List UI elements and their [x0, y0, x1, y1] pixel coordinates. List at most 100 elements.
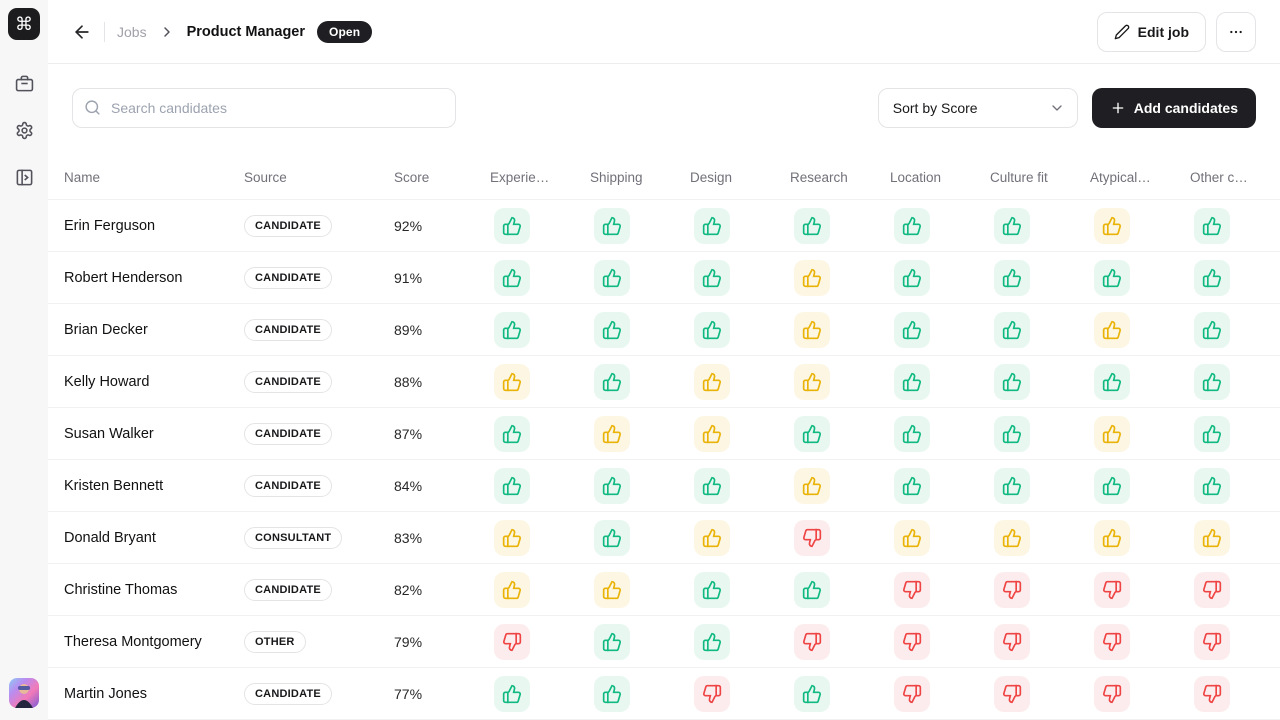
app-logo[interactable]: ⌘	[8, 8, 40, 40]
rating-thumb-up-yellow[interactable]	[594, 415, 630, 452]
rating-thumb-up-yellow[interactable]	[894, 519, 930, 556]
rating-thumb-up-green[interactable]	[594, 467, 630, 504]
rating-thumb-down-red[interactable]	[794, 623, 830, 660]
rating-thumb-up-yellow[interactable]	[1094, 311, 1130, 348]
rating-thumb-up-green[interactable]	[694, 311, 730, 348]
rating-thumb-up-green[interactable]	[694, 623, 730, 660]
rating-thumb-up-yellow[interactable]	[694, 519, 730, 556]
column-header-design[interactable]: Design	[690, 170, 733, 185]
rating-thumb-up-green[interactable]	[994, 207, 1030, 244]
rating-thumb-up-green[interactable]	[494, 311, 530, 348]
rating-thumb-up-yellow[interactable]	[994, 519, 1030, 556]
rating-thumb-up-yellow[interactable]	[1094, 207, 1130, 244]
rating-thumb-up-yellow[interactable]	[794, 311, 830, 348]
sort-select[interactable]: Sort by Score	[877, 88, 1078, 128]
table-row[interactable]: Kristen Bennett CANDIDATE 84%	[48, 460, 1280, 512]
table-row[interactable]: Kelly Howard CANDIDATE 88%	[48, 356, 1280, 408]
rating-thumb-down-red[interactable]	[894, 571, 930, 608]
rating-thumb-down-red[interactable]	[994, 571, 1030, 608]
rating-thumb-up-green[interactable]	[894, 363, 930, 400]
rating-thumb-down-red[interactable]	[894, 675, 930, 712]
rating-thumb-up-green[interactable]	[894, 259, 930, 296]
table-row[interactable]: Erin Ferguson CANDIDATE 92%	[48, 200, 1280, 252]
rating-thumb-down-red[interactable]	[894, 623, 930, 660]
rating-thumb-up-green[interactable]	[894, 415, 930, 452]
rating-thumb-down-red[interactable]	[994, 675, 1030, 712]
rating-thumb-up-green[interactable]	[994, 311, 1030, 348]
column-header-research[interactable]: Research	[790, 170, 848, 185]
table-row[interactable]: Robert Henderson CANDIDATE 91%	[48, 252, 1280, 304]
rating-thumb-up-green[interactable]	[594, 363, 630, 400]
rating-thumb-up-yellow[interactable]	[1094, 519, 1130, 556]
column-header-name[interactable]: Name	[64, 170, 101, 185]
rating-thumb-up-green[interactable]	[494, 207, 530, 244]
edit-job-button[interactable]: Edit job	[1096, 11, 1206, 52]
rating-thumb-up-green[interactable]	[694, 207, 730, 244]
rating-thumb-up-green[interactable]	[494, 259, 530, 296]
rating-thumb-up-green[interactable]	[994, 467, 1030, 504]
rating-thumb-up-green[interactable]	[494, 675, 530, 712]
column-header-shipping[interactable]: Shipping	[590, 170, 643, 185]
rating-thumb-up-green[interactable]	[594, 259, 630, 296]
rating-thumb-up-yellow[interactable]	[1094, 415, 1130, 452]
rating-thumb-down-red[interactable]	[1094, 675, 1130, 712]
rating-thumb-up-green[interactable]	[594, 519, 630, 556]
table-row[interactable]: Theresa Montgomery OTHER 79%	[48, 616, 1280, 668]
sidebar-item-jobs[interactable]	[9, 68, 39, 98]
rating-thumb-up-yellow[interactable]	[794, 259, 830, 296]
rating-thumb-up-green[interactable]	[794, 675, 830, 712]
rating-thumb-up-yellow[interactable]	[1194, 519, 1230, 556]
rating-thumb-down-red[interactable]	[994, 623, 1030, 660]
rating-thumb-down-red[interactable]	[1194, 675, 1230, 712]
rating-thumb-up-green[interactable]	[794, 415, 830, 452]
rating-thumb-up-yellow[interactable]	[694, 363, 730, 400]
rating-thumb-up-yellow[interactable]	[794, 467, 830, 504]
user-avatar[interactable]	[9, 678, 39, 708]
table-row[interactable]: Brian Decker CANDIDATE 89%	[48, 304, 1280, 356]
rating-thumb-up-green[interactable]	[494, 415, 530, 452]
rating-thumb-up-green[interactable]	[794, 571, 830, 608]
rating-thumb-up-green[interactable]	[1194, 415, 1230, 452]
rating-thumb-up-green[interactable]	[494, 467, 530, 504]
sidebar-item-settings[interactable]	[9, 115, 39, 145]
column-header-atypical[interactable]: Atypical…	[1090, 170, 1151, 185]
rating-thumb-up-yellow[interactable]	[494, 363, 530, 400]
column-header-other-c[interactable]: Other c…	[1190, 170, 1248, 185]
rating-thumb-up-green[interactable]	[594, 311, 630, 348]
rating-thumb-up-green[interactable]	[894, 207, 930, 244]
rating-thumb-up-green[interactable]	[1194, 207, 1230, 244]
rating-thumb-down-red[interactable]	[794, 519, 830, 556]
table-row[interactable]: Susan Walker CANDIDATE 87%	[48, 408, 1280, 460]
sidebar-item-panel-toggle[interactable]	[9, 162, 39, 192]
table-row[interactable]: Martin Jones CANDIDATE 77%	[48, 668, 1280, 720]
rating-thumb-up-yellow[interactable]	[494, 519, 530, 556]
rating-thumb-up-green[interactable]	[994, 415, 1030, 452]
rating-thumb-up-green[interactable]	[1094, 363, 1130, 400]
column-header-score[interactable]: Score	[394, 170, 430, 185]
rating-thumb-up-green[interactable]	[594, 623, 630, 660]
rating-thumb-down-red[interactable]	[1094, 571, 1130, 608]
rating-thumb-down-red[interactable]	[1194, 623, 1230, 660]
rating-thumb-up-green[interactable]	[994, 363, 1030, 400]
rating-thumb-up-green[interactable]	[594, 207, 630, 244]
rating-thumb-up-green[interactable]	[694, 259, 730, 296]
search-input[interactable]	[72, 88, 456, 128]
column-header-location[interactable]: Location	[890, 170, 942, 185]
column-header-source[interactable]: Source	[244, 170, 287, 185]
rating-thumb-up-green[interactable]	[1194, 467, 1230, 504]
rating-thumb-up-green[interactable]	[994, 259, 1030, 296]
rating-thumb-up-green[interactable]	[1094, 467, 1130, 504]
rating-thumb-up-yellow[interactable]	[694, 415, 730, 452]
rating-thumb-up-green[interactable]	[694, 571, 730, 608]
rating-thumb-down-red[interactable]	[494, 623, 530, 660]
rating-thumb-up-green[interactable]	[894, 311, 930, 348]
rating-thumb-up-yellow[interactable]	[494, 571, 530, 608]
rating-thumb-down-red[interactable]	[1194, 571, 1230, 608]
rating-thumb-up-green[interactable]	[1094, 259, 1130, 296]
rating-thumb-up-green[interactable]	[1194, 311, 1230, 348]
column-header-culture-fit[interactable]: Culture fit	[990, 170, 1048, 185]
rating-thumb-down-red[interactable]	[694, 675, 730, 712]
table-row[interactable]: Christine Thomas CANDIDATE 82%	[48, 564, 1280, 616]
column-header-experie[interactable]: Experie…	[490, 170, 550, 185]
back-button[interactable]	[72, 22, 92, 42]
